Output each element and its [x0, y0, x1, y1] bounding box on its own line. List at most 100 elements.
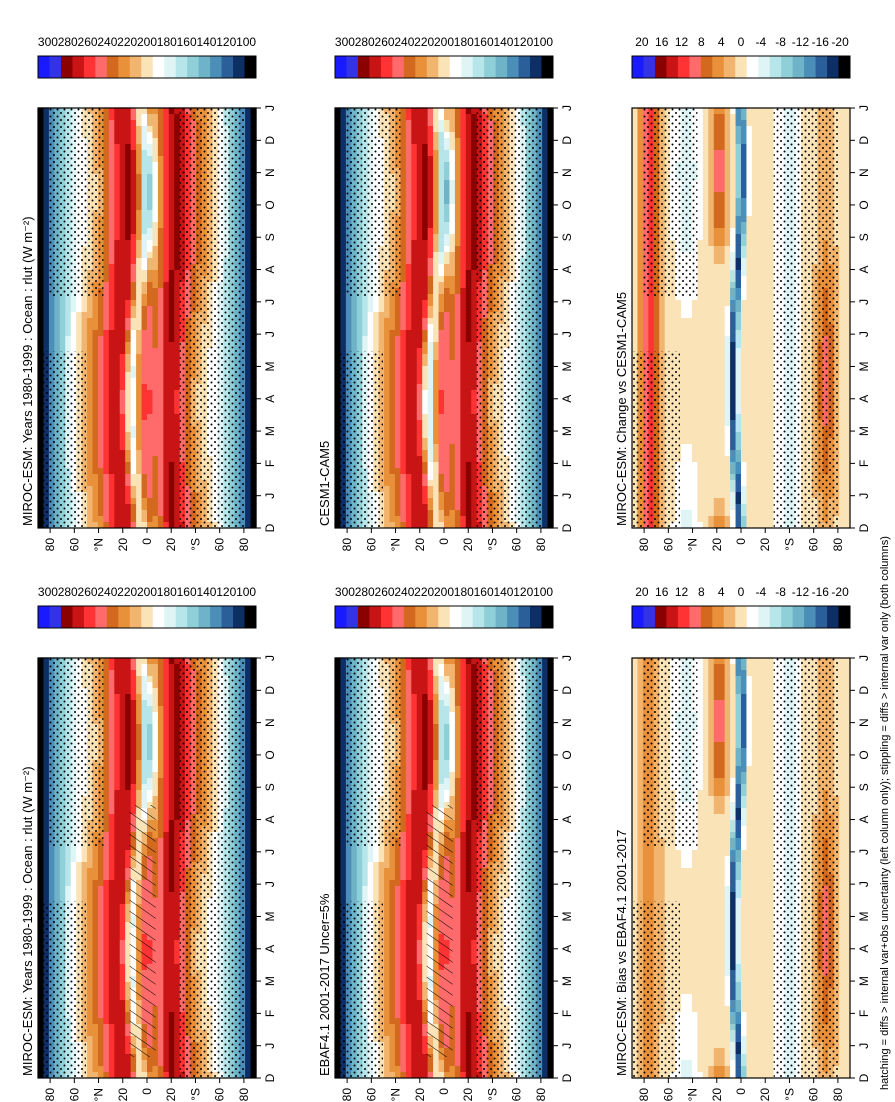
- heatmap-cell: [411, 1005, 418, 1012]
- heatmap-cell: [335, 867, 342, 874]
- heatmap-cell: [157, 1047, 164, 1054]
- heatmap-cell: [108, 975, 115, 982]
- heatmap-cell: [168, 939, 175, 946]
- heatmap-cell: [136, 663, 143, 670]
- heatmap-cell: [174, 861, 181, 868]
- heatmap-cell: [340, 807, 347, 814]
- colorbar-swatch: [244, 606, 257, 628]
- heatmap-cell: [460, 843, 467, 850]
- heatmap-cell: [416, 945, 423, 952]
- heatmap-cell: [119, 909, 126, 916]
- heatmap-cell: [335, 771, 342, 778]
- heatmap-cell: [394, 879, 402, 886]
- heatmap-cell: [168, 867, 175, 874]
- heatmap-cell: [103, 909, 110, 916]
- heatmap-cell: [460, 1035, 467, 1042]
- heatmap-cell: [411, 813, 418, 820]
- heatmap-cell: [340, 759, 347, 766]
- heatmap-cell: [147, 675, 154, 682]
- stipple-region: [38, 901, 86, 1078]
- heatmap-cell: [542, 897, 549, 904]
- heatmap-cell: [384, 987, 391, 994]
- heatmap-cell: [97, 951, 105, 958]
- heatmap-cell: [97, 963, 105, 970]
- heatmap-cell: [141, 711, 148, 718]
- heatmap-cell: [460, 921, 467, 928]
- heatmap-cell: [471, 915, 478, 922]
- heatmap-cell: [389, 963, 396, 970]
- heatmap-cell: [542, 765, 549, 772]
- heatmap-cell: [163, 741, 170, 748]
- heatmap-cell: [394, 885, 402, 892]
- heatmap-cell: [400, 1035, 407, 1042]
- heatmap-cell: [163, 909, 170, 916]
- heatmap-cell: [125, 783, 132, 790]
- heatmap-cell: [136, 741, 143, 748]
- heatmap-cell: [87, 951, 94, 958]
- heatmap-cell: [384, 939, 391, 946]
- heatmap-cell: [416, 891, 423, 898]
- heatmap-cell: [444, 771, 451, 778]
- heatmap-cell: [174, 783, 181, 790]
- heatmap-cell: [405, 807, 412, 814]
- heatmap-cell: [416, 921, 423, 928]
- heatmap-cell: [411, 789, 418, 796]
- heatmap-cell: [454, 783, 461, 790]
- heatmap-cell: [394, 963, 402, 970]
- heatmap-cell: [465, 795, 472, 802]
- heatmap-cell: [422, 783, 429, 790]
- heatmap-cell: [38, 669, 45, 676]
- heatmap-cell: [43, 795, 50, 802]
- heatmap-cell: [168, 993, 175, 1000]
- heatmap-cell: [433, 1059, 440, 1066]
- stipple-region: [179, 658, 246, 1078]
- heatmap-cell: [114, 795, 121, 802]
- heatmap-cell: [147, 717, 154, 724]
- heatmap-cell: [400, 963, 407, 970]
- heatmap-cell: [157, 675, 164, 682]
- heatmap-cell: [384, 1023, 391, 1030]
- heatmap-cell: [394, 903, 402, 910]
- heatmap-cell: [465, 909, 472, 916]
- heatmap-cell: [147, 777, 154, 784]
- heatmap-cell: [38, 705, 45, 712]
- heatmap-cell: [174, 969, 181, 976]
- heatmap-cell: [405, 813, 412, 820]
- heatmap-cell: [384, 903, 391, 910]
- heatmap-cell: [378, 861, 385, 868]
- heatmap-cell: [471, 807, 478, 814]
- heatmap-cell: [471, 819, 478, 826]
- heatmap-cell: [43, 885, 50, 892]
- heatmap-cell: [362, 891, 369, 898]
- heatmap-cell: [378, 891, 385, 898]
- heatmap-cell: [335, 873, 342, 880]
- heatmap-cell: [97, 879, 105, 886]
- heatmap-cell: [422, 777, 429, 784]
- heatmap-cell: [48, 867, 55, 874]
- colorbar-tick-label: 300: [38, 585, 58, 599]
- heatmap-cell: [147, 723, 154, 730]
- heatmap-cell: [119, 957, 126, 964]
- heatmap-cell: [245, 849, 252, 856]
- heatmap-cell: [416, 885, 423, 892]
- heatmap-cell: [125, 771, 132, 778]
- heatmap-cell: [542, 1017, 549, 1024]
- heatmap-cell: [97, 927, 105, 934]
- heatmap-cell: [411, 1011, 418, 1018]
- heatmap-cell: [59, 855, 66, 862]
- heatmap-cell: [119, 939, 126, 946]
- heatmap-cell: [108, 735, 115, 742]
- month-tick-label: A: [263, 816, 277, 824]
- heatmap-cell: [70, 849, 77, 856]
- heatmap-cell: [433, 759, 440, 766]
- heatmap-cell: [163, 915, 170, 922]
- heatmap-cell: [130, 735, 137, 742]
- heatmap-cell: [43, 855, 50, 862]
- heatmap-cell: [542, 849, 549, 856]
- heatmap-cell: [471, 831, 478, 838]
- heatmap-cell: [245, 753, 252, 760]
- heatmap-cell: [163, 765, 170, 772]
- heatmap-cell: [76, 885, 83, 892]
- heatmap-cell: [163, 675, 170, 682]
- heatmap-cell: [245, 867, 252, 874]
